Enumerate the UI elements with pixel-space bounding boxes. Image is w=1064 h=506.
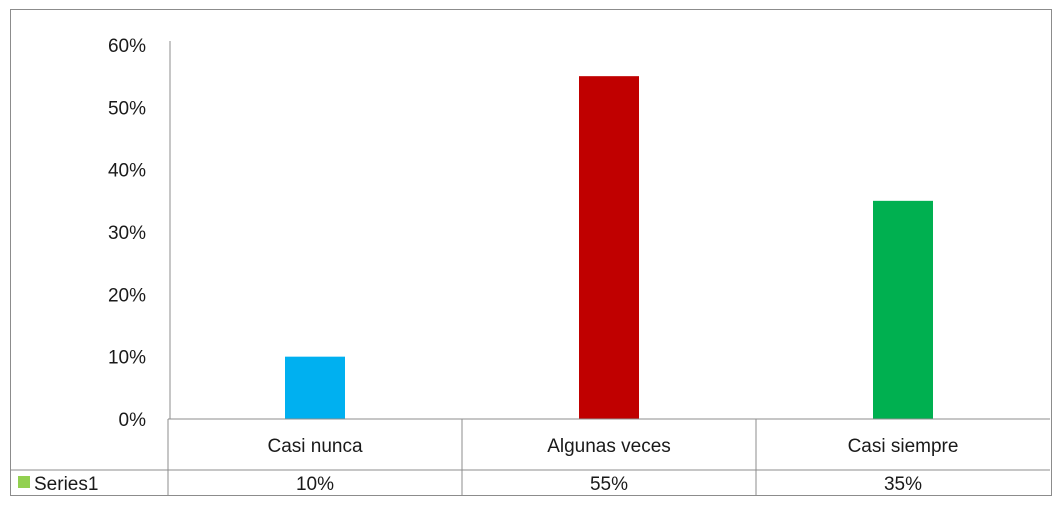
bar-casi-nunca [285,356,345,419]
legend-label-series1: Series1 [34,474,98,495]
axis-layer: 0% 10% 20% 30% 40% 50% 60% [108,36,171,431]
bar-casi-siempre [873,200,933,419]
y-tick-label: 10% [108,348,146,369]
bars-layer [285,76,933,420]
legend-key-series1 [18,476,30,488]
value-cell: 55% [590,474,628,495]
y-tick-label: 0% [119,410,147,431]
data-table: Series1 Casi nunca 10% Algunas veces 55% Casi… [10,418,1050,496]
bar-algunas-veces [579,76,639,420]
category-label: Algunas veces [547,436,671,457]
y-tick-label: 60% [108,36,146,57]
y-tick-label: 30% [108,223,146,244]
y-tick-label: 40% [108,161,146,182]
category-label: Casi siempre [848,436,959,457]
y-tick-label: 50% [108,98,146,119]
category-label: Casi nunca [267,436,362,457]
value-cell: 35% [884,474,922,495]
y-tick-label: 20% [108,285,146,306]
value-cell: 10% [296,474,334,495]
